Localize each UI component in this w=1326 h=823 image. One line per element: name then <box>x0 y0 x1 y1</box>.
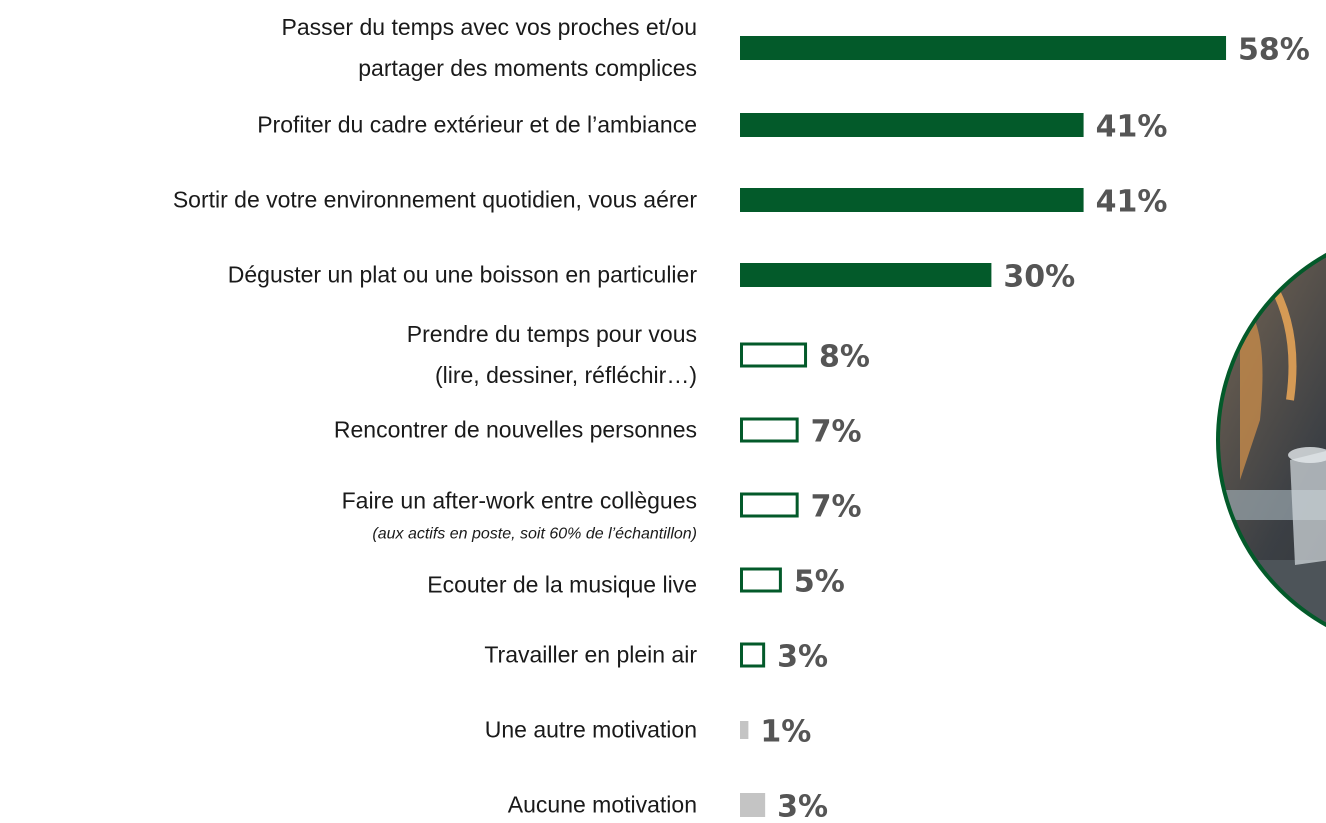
category-label: Profiter du cadre extérieur et de l’ambi… <box>257 105 697 146</box>
category-text: Prendre du temps pour vous (lire, dessin… <box>406 321 697 388</box>
category-text: Aucune motivation <box>507 791 697 818</box>
value-label: 3% <box>777 790 828 823</box>
annotation: (aux actifs en poste, soit 60% de l’écha… <box>372 525 697 543</box>
category-label: Prendre du temps pour vous (lire, dessin… <box>407 314 697 396</box>
photo <box>1218 228 1326 652</box>
category-label: Aucune motivation <box>508 785 697 823</box>
category-label: Passer du temps avec vos proches et/ou p… <box>282 7 698 89</box>
bar <box>740 417 799 443</box>
value-label: 7% <box>811 415 862 450</box>
bar <box>740 263 992 287</box>
value-label: 41% <box>1096 185 1168 220</box>
category-text: Une autre motivation <box>484 716 697 743</box>
bar <box>740 793 766 817</box>
category-text: Travailler en plein air <box>484 641 697 668</box>
value-label: 41% <box>1096 110 1168 145</box>
value-label: 3% <box>777 640 828 675</box>
value-label: 8% <box>819 340 870 375</box>
bar <box>740 642 766 668</box>
category-text: Profiter du cadre extérieur et de l’ambi… <box>257 111 697 138</box>
bar <box>740 36 1227 60</box>
bar <box>740 188 1084 212</box>
category-text: Passer du temps avec vos proches et/ou p… <box>281 14 698 81</box>
photo-frame <box>1216 253 1326 627</box>
bar <box>740 492 799 518</box>
category-label: Déguster un plat ou une boisson en parti… <box>228 255 697 296</box>
category-text: Déguster un plat ou une boisson en parti… <box>227 261 697 288</box>
value-label: 5% <box>794 565 845 600</box>
category-label: Ecouter de la musique live <box>427 565 697 606</box>
category-label: Faire un after-work entre collègues (aux … <box>342 481 697 548</box>
value-label: 1% <box>760 715 811 750</box>
bar <box>740 342 808 368</box>
category-text: Ecouter de la musique live <box>427 571 697 598</box>
bar <box>740 567 782 593</box>
value-label: 58% <box>1238 33 1310 68</box>
value-label: 30% <box>1003 260 1075 295</box>
bar <box>740 113 1084 137</box>
category-label: Travailler en plein air <box>484 635 697 676</box>
category-text: Faire un after-work entre collègues <box>341 487 697 514</box>
category-text: Sortir de votre environnement quotidien,… <box>172 186 697 213</box>
bar <box>740 721 749 739</box>
value-label: 7% <box>811 490 862 525</box>
category-label: Une autre motivation <box>485 710 697 751</box>
category-text: Rencontrer de nouvelles personnes <box>333 416 697 443</box>
category-label: Sortir de votre environnement quotidien,… <box>173 180 697 221</box>
category-label: Rencontrer de nouvelles personnes <box>334 410 697 451</box>
